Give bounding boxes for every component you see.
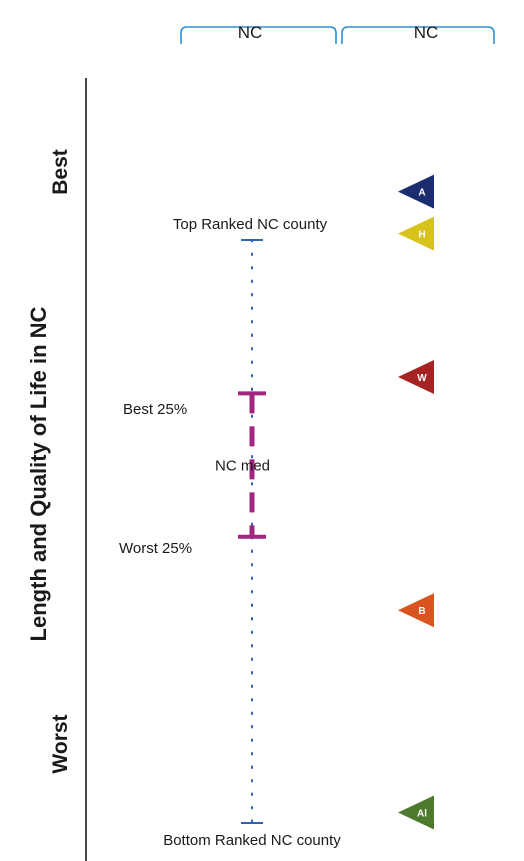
marker-triangle — [398, 360, 434, 395]
county-markers: A H W B Al — [398, 174, 434, 830]
county-range — [238, 239, 266, 824]
header-label-col2: NC — [414, 23, 439, 42]
median-label: NC med — [215, 458, 270, 475]
marker-triangle — [398, 174, 434, 209]
y-axis-best-label: Best — [49, 149, 72, 195]
y-axis-title: Length and Quality of Life in NC — [26, 306, 51, 641]
marker-triangle — [398, 593, 434, 628]
header-label-col1: NC — [238, 23, 263, 42]
worst-25-label: Worst 25% — [119, 540, 192, 557]
county-marker-al: Al — [398, 795, 434, 830]
county-marker-h: H — [398, 216, 434, 251]
county-marker-w: W — [398, 360, 434, 395]
best-25-label: Best 25% — [123, 401, 187, 418]
marker-label: H — [418, 230, 425, 241]
marker-label: W — [417, 373, 427, 384]
county-marker-a: A — [398, 174, 434, 209]
header-bracket-2 — [341, 26, 495, 44]
top-ranked-label: Top Ranked NC county — [173, 216, 328, 233]
county-marker-b: B — [398, 593, 434, 628]
marker-triangle — [398, 216, 434, 251]
marker-label: Al — [417, 809, 427, 820]
y-axis-worst-label: Worst — [49, 714, 72, 773]
bottom-ranked-label: Bottom Ranked NC county — [163, 832, 341, 849]
column-headers: NC NC — [180, 23, 495, 44]
marker-triangle — [398, 795, 434, 830]
marker-label: A — [418, 188, 425, 199]
header-bracket-1 — [180, 26, 337, 44]
marker-label: B — [418, 606, 425, 617]
